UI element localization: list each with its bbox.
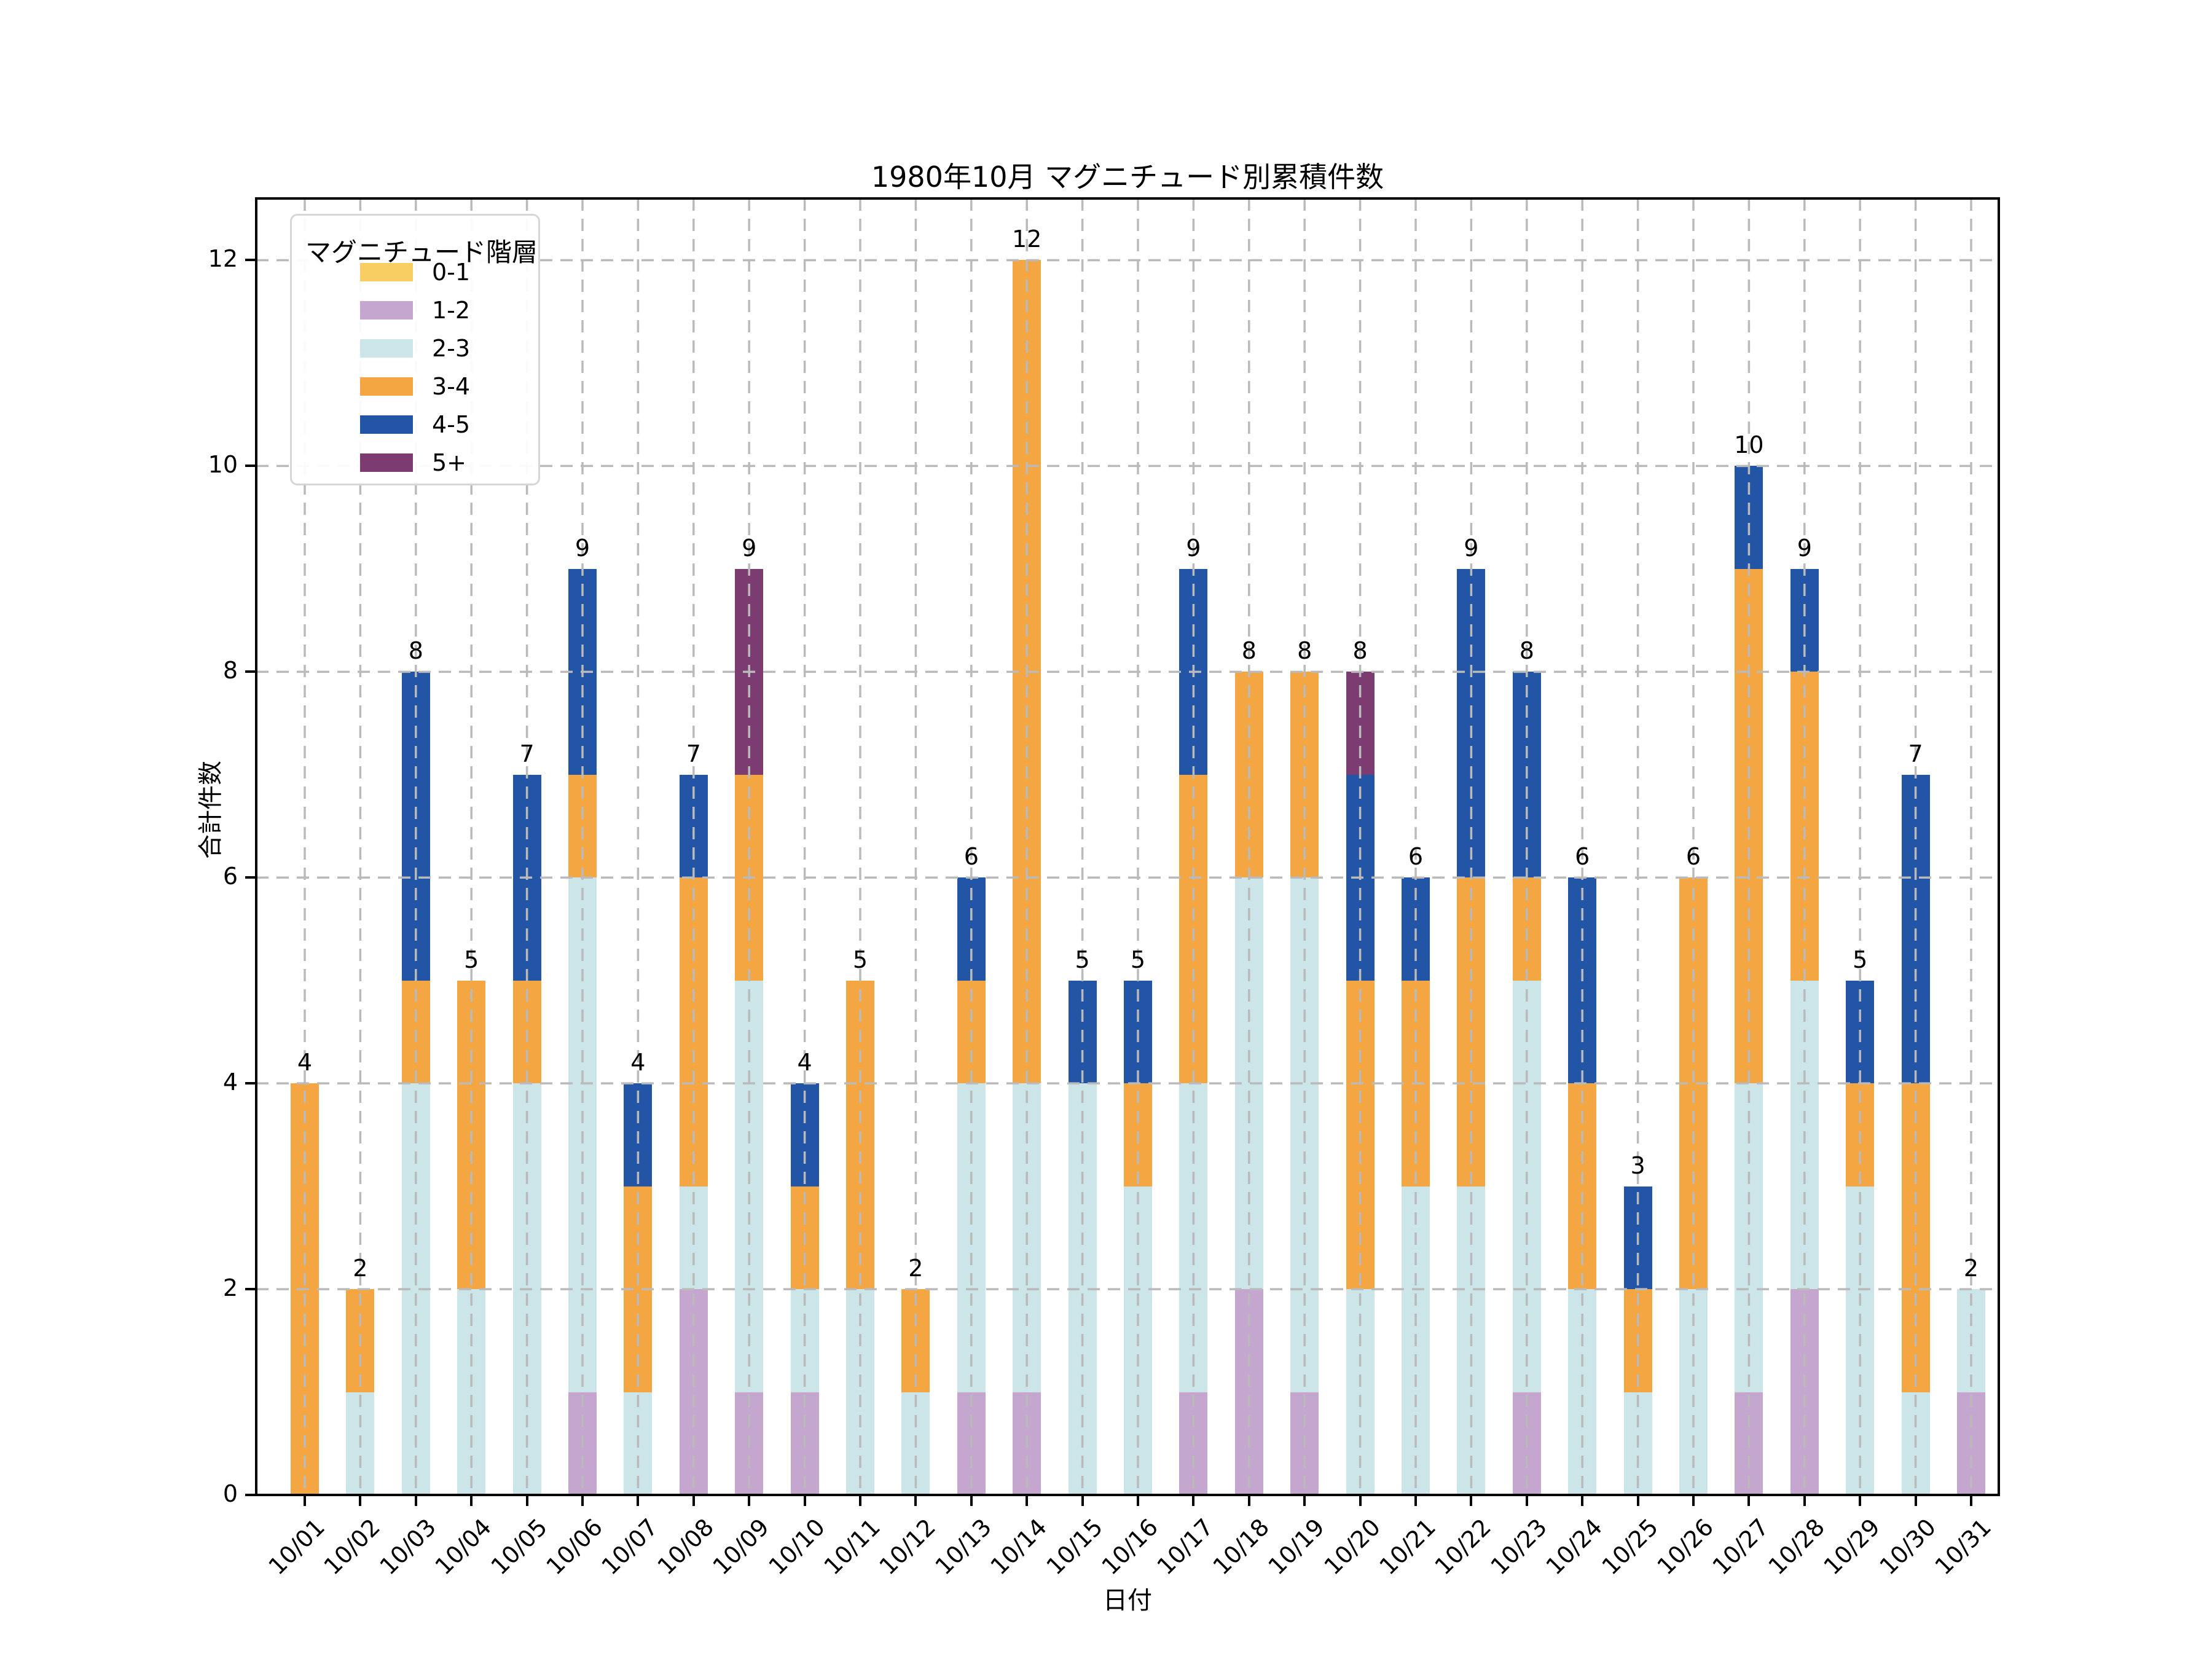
x-tick-10-12 (914, 1496, 917, 1506)
bar-total-label-10-27: 10 (1734, 431, 1764, 459)
x-tick-10-17 (1192, 1496, 1195, 1506)
x-tick-10-03 (414, 1496, 417, 1506)
legend-label-2-3: 2-3 (432, 335, 471, 362)
bar-total-label-10-12: 2 (908, 1255, 924, 1282)
legend-item-5+: 5+ (292, 449, 538, 476)
x-tick-10-05 (525, 1496, 528, 1506)
x-tick-10-10 (803, 1496, 806, 1506)
bar-total-label-10-05: 7 (519, 740, 535, 767)
bar-total-label-10-20: 8 (1352, 637, 1368, 665)
y-tick-12 (245, 259, 255, 262)
x-tick-10-02 (359, 1496, 362, 1506)
x-tick-10-22 (1470, 1496, 1473, 1506)
x-tick-10-19 (1303, 1496, 1306, 1506)
bar-total-label-10-04: 5 (464, 946, 479, 973)
y-tick-label-8: 8 (222, 657, 238, 684)
bar-total-label-10-25: 3 (1630, 1151, 1645, 1179)
bar-total-label-10-10: 4 (797, 1049, 812, 1077)
bar-total-label-10-09: 9 (742, 534, 757, 562)
x-tick-10-15 (1081, 1496, 1084, 1506)
y-tick-label-6: 6 (222, 863, 238, 890)
x-tick-10-06 (581, 1496, 584, 1506)
x-tick-10-27 (1747, 1496, 1751, 1506)
y-tick-8 (245, 670, 255, 673)
bar-total-label-10-06: 9 (575, 534, 590, 562)
y-tick-6 (245, 876, 255, 879)
x-tick-10-07 (637, 1496, 640, 1506)
y-axis-label: 合計件数 (197, 761, 225, 859)
y-tick-label-4: 4 (222, 1069, 238, 1096)
x-tick-10-18 (1247, 1496, 1250, 1506)
legend-label-5+: 5+ (432, 449, 467, 476)
bar-total-label-10-11: 5 (852, 946, 868, 973)
legend-swatch-1-2 (360, 301, 413, 320)
y-tick-10 (245, 465, 255, 468)
x-tick-10-23 (1525, 1496, 1528, 1506)
x-tick-10-31 (1970, 1496, 1972, 1506)
legend-item-3-4: 3-4 (292, 373, 538, 400)
legend-label-1-2: 1-2 (432, 297, 471, 324)
y-tick-4 (245, 1082, 255, 1085)
bar-total-label-10-26: 6 (1685, 843, 1701, 871)
bar-total-label-10-24: 6 (1575, 843, 1590, 871)
x-axis-label: 日付 (1103, 1586, 1152, 1615)
y-tick-label-12: 12 (208, 245, 238, 273)
x-tick-10-04 (470, 1496, 473, 1506)
y-tick-label-2: 2 (222, 1274, 238, 1302)
y-tick-label-0: 0 (222, 1480, 238, 1507)
legend-swatch-5+ (360, 453, 413, 472)
x-tick-10-26 (1692, 1496, 1695, 1506)
x-tick-10-28 (1803, 1496, 1806, 1506)
x-tick-10-21 (1414, 1496, 1417, 1506)
x-tick-10-08 (692, 1496, 695, 1506)
x-tick-10-09 (748, 1496, 751, 1506)
bar-total-label-10-13: 6 (963, 843, 979, 871)
legend-swatch-2-3 (360, 339, 413, 358)
y-tick-label-10: 10 (208, 451, 238, 479)
legend-swatch-0-1 (360, 263, 413, 281)
y-tick-0 (245, 1494, 255, 1496)
bar-total-label-10-22: 9 (1464, 534, 1479, 562)
bar-total-label-10-08: 7 (686, 740, 701, 767)
legend-label-0-1: 0-1 (432, 259, 471, 286)
x-tick-10-13 (970, 1496, 973, 1506)
x-tick-10-24 (1581, 1496, 1584, 1506)
x-tick-10-25 (1636, 1496, 1639, 1506)
x-tick-10-30 (1914, 1496, 1917, 1506)
bar-total-label-10-02: 2 (353, 1255, 368, 1282)
legend-item-0-1: 0-1 (292, 259, 538, 286)
bar-total-label-10-31: 2 (1963, 1255, 1979, 1282)
legend-swatch-3-4 (360, 377, 413, 396)
x-tick-10-29 (1859, 1496, 1862, 1506)
chart-title: 1980年10月 マグニチュード別累積件数 (871, 160, 1384, 194)
bar-total-label-10-28: 9 (1797, 534, 1812, 562)
legend-item-2-3: 2-3 (292, 335, 538, 362)
bar-total-label-10-07: 4 (630, 1049, 646, 1077)
bar-total-label-10-16: 5 (1130, 946, 1146, 973)
x-tick-10-14 (1026, 1496, 1029, 1506)
x-tick-10-01 (304, 1496, 306, 1506)
bar-total-label-10-03: 8 (408, 637, 423, 665)
bar-total-label-10-01: 4 (297, 1049, 313, 1077)
bar-total-label-10-29: 5 (1853, 946, 1868, 973)
x-tick-10-16 (1137, 1496, 1139, 1506)
legend-label-3-4: 3-4 (432, 373, 471, 400)
legend: マグニチュード階層 0-1 1-2 2-3 3-4 4-5 5+ (290, 214, 540, 485)
bar-total-label-10-21: 6 (1408, 843, 1424, 871)
legend-label-4-5: 4-5 (432, 411, 471, 438)
y-tick-2 (245, 1288, 255, 1291)
legend-item-1-2: 1-2 (292, 297, 538, 324)
x-tick-10-20 (1359, 1496, 1362, 1506)
bar-total-label-10-30: 7 (1908, 740, 1923, 767)
legend-swatch-4-5 (360, 415, 413, 434)
bar-total-label-10-23: 8 (1519, 637, 1534, 665)
bar-total-label-10-17: 9 (1186, 534, 1201, 562)
x-tick-10-11 (859, 1496, 861, 1506)
legend-title: マグニチュード階層 (305, 237, 538, 267)
legend-item-4-5: 4-5 (292, 411, 538, 438)
bar-total-label-10-14: 12 (1012, 226, 1042, 253)
